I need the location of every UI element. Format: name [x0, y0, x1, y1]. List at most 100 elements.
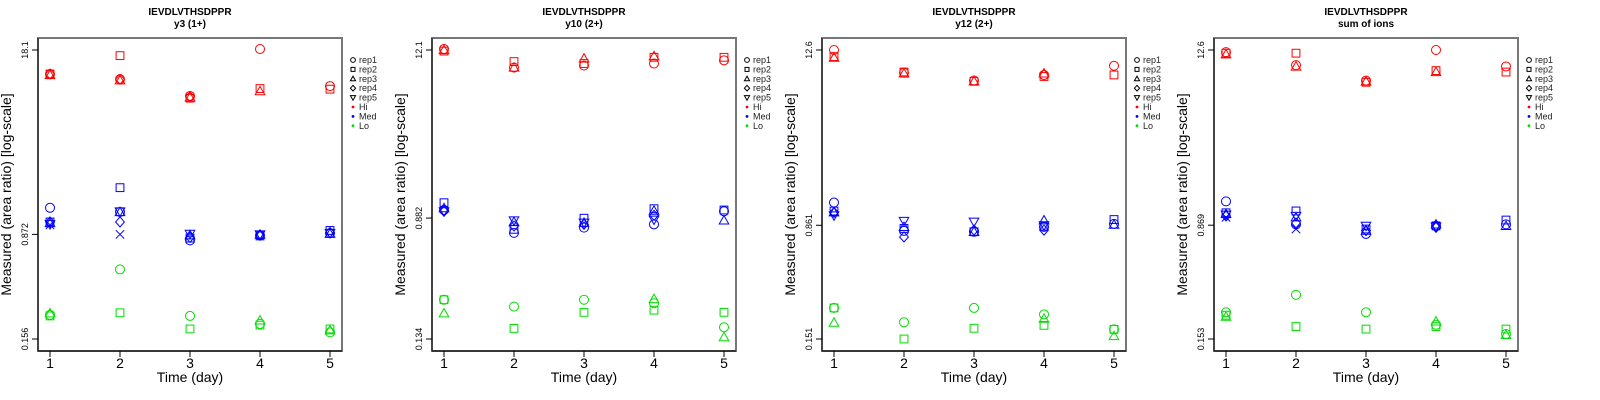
data-point	[1039, 309, 1049, 320]
x-tick-label: 5	[1502, 355, 1510, 371]
data-point	[255, 44, 265, 55]
data-point	[254, 85, 266, 96]
data-point	[1431, 45, 1441, 55]
triangle-up-icon	[1133, 75, 1141, 82]
data-point	[1039, 320, 1049, 330]
triangle-down-icon	[1525, 95, 1533, 102]
data-point	[1038, 221, 1050, 232]
data-point	[509, 227, 519, 238]
data-point	[648, 204, 660, 215]
data-point	[185, 324, 195, 334]
data-point	[1501, 61, 1511, 72]
data-point	[579, 60, 589, 71]
data-point	[1290, 60, 1302, 71]
legend-symbol-icon	[349, 95, 357, 102]
diamond-icon	[1133, 84, 1141, 92]
data-point	[1360, 221, 1372, 232]
data-point	[1038, 67, 1050, 78]
legend-label: Lo	[359, 121, 369, 131]
x-tick-label: 2	[116, 355, 124, 371]
data-point	[1290, 211, 1302, 222]
legend-symbol-icon	[1526, 66, 1532, 72]
circle-icon	[1526, 57, 1532, 63]
data-point	[1291, 289, 1301, 300]
legend-symbol-icon	[1133, 95, 1141, 102]
legend-label: rep4	[1143, 83, 1161, 93]
y-tick-label: 12.6	[1196, 41, 1206, 59]
panel-subtitle: sum of ions	[1338, 19, 1395, 30]
data-point	[649, 305, 659, 315]
legend-symbol-icon	[350, 57, 356, 63]
data-point	[968, 75, 980, 86]
data-point	[325, 327, 335, 338]
data-point	[898, 221, 910, 231]
legend-label: Lo	[753, 121, 763, 131]
data-point	[439, 295, 449, 305]
legend-symbol-icon	[1525, 75, 1533, 82]
data-point	[1360, 224, 1372, 237]
data-point	[324, 324, 336, 335]
data-point	[114, 73, 126, 85]
data-point	[579, 307, 589, 317]
x-tick-label: 3	[1362, 355, 1370, 371]
legend-dot-icon	[745, 105, 749, 109]
data-point	[1361, 77, 1371, 87]
legend-label: rep1	[753, 55, 771, 65]
data-point	[649, 58, 659, 69]
y-tick-label: 0.882	[414, 207, 424, 230]
legend-label: Hi	[1143, 102, 1152, 112]
y-tick-label: 12.1	[414, 41, 424, 59]
data-point	[1039, 72, 1049, 81]
circle-icon	[1134, 57, 1140, 63]
triangle-down-icon	[349, 95, 357, 102]
data-point	[114, 216, 126, 228]
data-point	[185, 235, 195, 246]
legend-symbol-icon	[1526, 57, 1532, 63]
data-point	[579, 59, 589, 68]
legend-label: rep2	[359, 64, 377, 74]
data-point	[718, 331, 730, 342]
legend-symbol-icon	[349, 84, 357, 92]
x-tick-label: 3	[186, 355, 194, 371]
x-axis-label: Time (day)	[157, 369, 223, 385]
data-point	[969, 323, 979, 333]
legend-label: rep3	[1143, 74, 1161, 84]
legend-dot-icon	[1527, 115, 1531, 118]
data-point	[1291, 206, 1301, 216]
x-tick-label: 3	[970, 355, 978, 371]
legend-symbol-icon	[1133, 84, 1141, 92]
data-point	[579, 222, 589, 233]
legend-label: Lo	[1535, 121, 1545, 131]
data-point	[719, 322, 729, 333]
data-point	[1038, 224, 1050, 236]
panel-title: IEVDLVTHSDPPR	[932, 7, 1016, 18]
y-axis-label: Measured (area ratio) [log-scale]	[392, 93, 408, 295]
legend-label: rep3	[753, 74, 771, 84]
data-point	[1291, 224, 1301, 234]
data-point	[1108, 330, 1120, 341]
legend-label: rep3	[359, 74, 377, 84]
x-tick-label: 1	[830, 355, 838, 371]
data-point	[45, 202, 55, 213]
square-icon	[1526, 66, 1532, 72]
data-point	[1038, 312, 1050, 323]
data-point	[254, 230, 266, 241]
diamond-icon	[1525, 84, 1533, 92]
legend-label: rep5	[359, 93, 377, 103]
data-point	[828, 206, 840, 219]
legend-symbol-icon	[1134, 57, 1140, 63]
data-point	[968, 224, 980, 236]
data-point	[719, 307, 729, 317]
x-tick-label: 4	[256, 355, 264, 371]
data-point	[1501, 324, 1511, 334]
y-tick-label: 0.861	[804, 214, 814, 237]
data-point	[254, 228, 266, 239]
panel-subtitle: y12 (2+)	[955, 19, 993, 30]
x-tick-label: 5	[326, 355, 334, 371]
data-point	[439, 205, 449, 216]
data-point	[579, 294, 589, 305]
legend-label: rep4	[753, 83, 771, 93]
data-point	[1291, 48, 1301, 58]
data-point	[1109, 324, 1119, 334]
